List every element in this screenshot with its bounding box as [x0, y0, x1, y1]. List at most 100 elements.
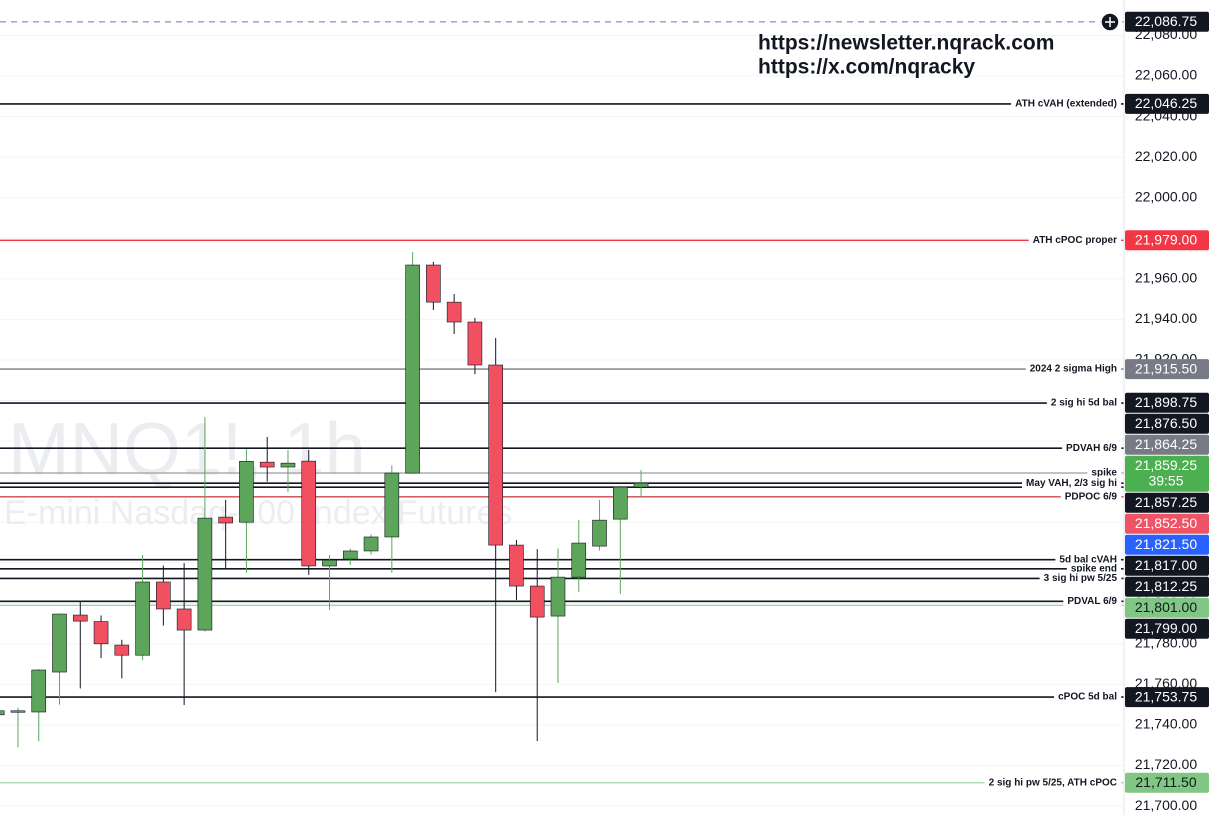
candle-body: [426, 264, 441, 303]
candle-body: [592, 519, 607, 547]
price-label-box: [1125, 492, 1209, 513]
candle-body: [114, 644, 130, 656]
candle-body: [529, 585, 545, 618]
grid: [0, 34, 1124, 807]
price-label: 21,859.25: [1135, 457, 1197, 473]
add-button[interactable]: [1100, 12, 1120, 32]
price-label: 21,915.50: [1135, 360, 1197, 376]
price-label: 21,864.25: [1135, 436, 1197, 452]
level-name: 5d bal cVAH: [1059, 554, 1117, 565]
level-name-bg: [1060, 490, 1122, 504]
price-label-box: [1125, 413, 1209, 434]
price-label: 21,753.75: [1135, 688, 1197, 704]
level-name-bg: [1022, 476, 1122, 490]
candle-body: [280, 462, 296, 468]
candle-body: [633, 482, 649, 488]
price-label-box: [1125, 93, 1209, 114]
candle-body: [571, 542, 587, 578]
price-label: 21,812.25: [1135, 578, 1197, 594]
level-name-bg: [1062, 441, 1122, 455]
y-tick-label: 21,700.00: [1135, 797, 1197, 813]
level-name: spike end: [1071, 563, 1117, 574]
level-name-bg: [1039, 572, 1122, 586]
price-label-box: [1125, 11, 1209, 32]
candles: [0, 252, 649, 748]
level-name: PDVAL 6/9: [1067, 596, 1117, 607]
price-labels: 22,086.75 22,046.25 21,979.00 21,915.50 21,8…: [1125, 11, 1209, 793]
y-tick-label: 21,940.00: [1135, 310, 1197, 326]
price-label: 21,799.00: [1135, 620, 1197, 636]
candle-body: [259, 461, 275, 468]
candle-body: [176, 608, 192, 631]
price-label: 21,801.00: [1135, 599, 1197, 615]
countdown: 39:55: [1148, 472, 1183, 488]
link[interactable]: https://newsletter.nqrack.com: [758, 32, 1054, 55]
level-name-bg: [1028, 233, 1122, 247]
level-name-bg: [984, 776, 1121, 790]
y-tick-label: 21,720.00: [1135, 756, 1197, 772]
level-name: 2024 2 sigma High: [1030, 364, 1117, 375]
price-label: 21,979.00: [1135, 232, 1197, 248]
price-label-box: [1125, 772, 1209, 793]
level-name: spike: [1091, 468, 1117, 479]
price-label-box: [1125, 597, 1209, 618]
level-name: ATH cVAH (extended): [1015, 99, 1117, 110]
candle-body: [197, 517, 213, 631]
price-label-box: [1125, 618, 1209, 639]
candle-body: [239, 461, 254, 523]
price-label-box: [1125, 230, 1209, 251]
y-tick-label: 21,960.00: [1135, 270, 1197, 286]
candle-body: [322, 559, 337, 567]
price-label: 21,898.75: [1135, 394, 1197, 410]
price-label: 21,711.50: [1135, 774, 1196, 790]
price-label-box: [1125, 392, 1209, 413]
candle-body: [93, 621, 109, 645]
candle-body: [509, 544, 524, 587]
watermark: MNQ1!, 1h E-mini Nasdaq-100 Index Future…: [4, 408, 512, 532]
price-label: 21,876.50: [1135, 415, 1197, 431]
level-name-bg: [1054, 690, 1122, 704]
candle-body: [488, 364, 503, 546]
candle-body: [384, 472, 400, 538]
level-name-bg: [1046, 396, 1122, 410]
level-name: 3 sig hi pw 5/25: [1044, 573, 1118, 584]
candle-body: [446, 301, 462, 323]
level-name: PDPOC 6/9: [1065, 491, 1118, 502]
candle-body: [135, 581, 150, 656]
level-name-bg: [1087, 466, 1122, 480]
price-label: 21,852.50: [1135, 515, 1197, 531]
level-name: 2 sig hi 5d bal: [1051, 398, 1117, 409]
candle-body: [342, 550, 358, 560]
price-label: 21,817.00: [1135, 557, 1197, 573]
candle-body: [363, 536, 379, 552]
y-tick-label: 22,060.00: [1135, 67, 1197, 83]
price-label: 22,086.75: [1135, 13, 1197, 29]
level-name: PDVAH 6/9: [1066, 443, 1117, 454]
price-label-box: [1125, 534, 1209, 555]
price-label: 21,821.50: [1135, 536, 1197, 552]
level-name-bg: [1025, 362, 1121, 376]
price-label: 22,046.25: [1135, 95, 1197, 111]
level-name: May VAH, 2/3 sig hi: [1026, 478, 1117, 489]
candle-body: [0, 710, 5, 716]
candle-body: [218, 516, 233, 524]
price-label-box: [1125, 455, 1209, 492]
candle-body: [405, 264, 420, 474]
level-name: 2 sig hi pw 5/25, ATH cPOC: [989, 777, 1117, 788]
candle-body: [72, 614, 88, 622]
watermark-description: E-mini Nasdaq-100 Index Futures: [4, 494, 512, 532]
link[interactable]: https://x.com/nqracky: [758, 56, 975, 79]
candle-body: [467, 321, 483, 366]
candle-body: [52, 613, 67, 673]
candle-body: [612, 486, 628, 520]
level-name: ATH cPOC proper: [1033, 235, 1117, 246]
y-tick-label: 22,020.00: [1135, 148, 1197, 164]
level-name-bg: [1063, 594, 1122, 608]
level-name: cPOC 5d bal: [1058, 692, 1117, 703]
level-name-bg: [1011, 97, 1121, 111]
level-names: ATH cVAH (extended) ATH cPOC proper 2024 2…: [984, 97, 1122, 790]
candle-body: [301, 460, 317, 567]
price-label: 21,857.25: [1135, 494, 1197, 510]
